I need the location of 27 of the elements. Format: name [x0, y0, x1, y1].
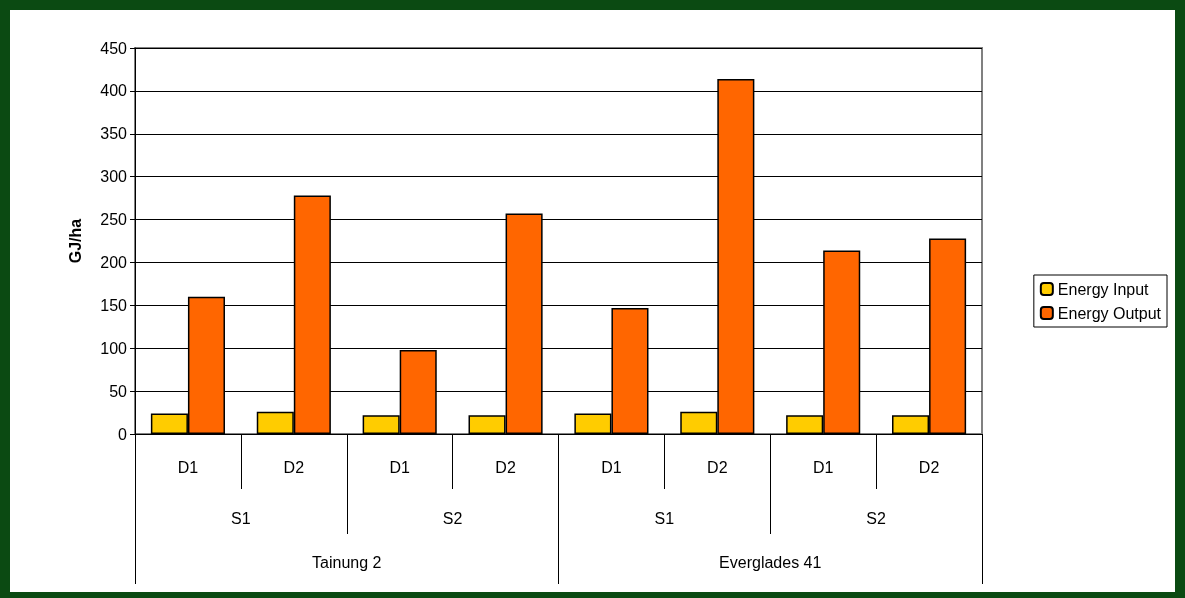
x-tick-label: D1: [601, 458, 622, 476]
y-tick-label: 300: [100, 168, 128, 186]
text: S1: [231, 509, 251, 527]
y-tick-label: 0: [118, 425, 128, 443]
y-tick-label: 250: [100, 211, 128, 229]
text: Everglades 41: [719, 553, 822, 571]
x-tick-label: D2: [918, 458, 940, 476]
text: S2: [442, 509, 463, 527]
legend-label: Energy Output: [1057, 304, 1162, 322]
y-tick-label: 50: [109, 382, 128, 400]
y-tick-label: 350: [100, 125, 128, 143]
y-tick-label: 450: [100, 39, 128, 57]
legend-label: Energy Input: [1057, 280, 1150, 298]
y-tick-label: 100: [100, 339, 128, 357]
text: S2: [866, 509, 887, 527]
y-tick-label: 150: [100, 296, 128, 314]
x-tick-label: D1: [389, 458, 411, 476]
y-axis-title: GJ/ha: [66, 218, 84, 264]
text: Tainung 2: [312, 553, 382, 571]
y-tick-label: 200: [100, 253, 128, 271]
y-tick-label: 400: [100, 82, 128, 100]
x-tick-label: D1: [177, 458, 199, 476]
x-tick-label: D2: [707, 458, 728, 476]
x-tick-label: D2: [495, 458, 516, 476]
text: S1: [654, 509, 675, 527]
x-tick-label: D2: [283, 458, 305, 476]
x-tick-label: D1: [812, 458, 834, 476]
